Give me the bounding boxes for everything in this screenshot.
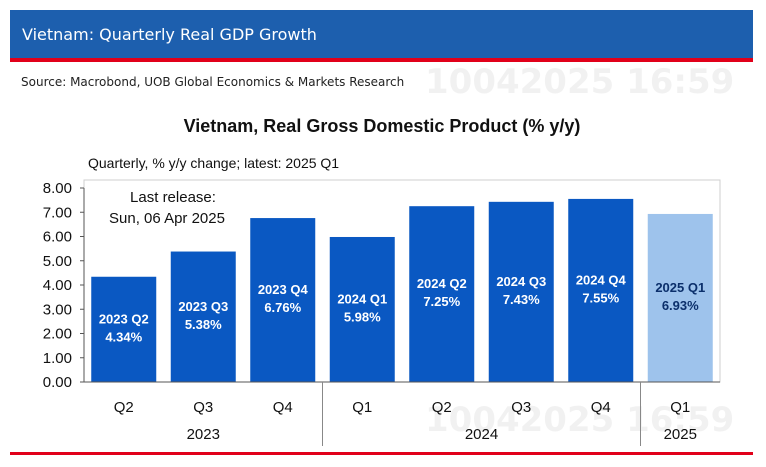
bar [488,201,554,382]
bar-period-label: 2023 Q2 [99,311,149,326]
bar-period-label: 2024 Q4 [576,272,627,287]
chart-title: Vietnam, Real Gross Domestic Product (% … [184,116,581,136]
bar-value-label: 5.98% [344,309,381,324]
bar [250,218,316,382]
bar [409,206,475,382]
x-category-label: Q2 [432,399,452,416]
chart-subtitle: Quarterly, % y/y change; latest: 2025 Q1 [88,155,339,171]
x-year-label: 2024 [465,426,498,443]
source-note: Source: Macrobond, UOB Global Economics … [21,75,405,89]
header-accent-rule [10,58,753,62]
bar-value-label: 6.76% [264,300,301,315]
x-category-label: Q3 [511,399,531,416]
header-banner: Vietnam: Quarterly Real GDP Growth [10,10,753,58]
y-tick-label: 3.00 [43,301,72,318]
bar-period-label: 2023 Q4 [258,282,309,297]
y-tick-label: 6.00 [43,229,72,246]
release-note-line1: Last release: [130,189,216,206]
x-category-label: Q1 [352,399,372,416]
page-title: Vietnam: Quarterly Real GDP Growth [22,25,317,44]
bar-value-label: 4.34% [105,329,142,344]
x-category-label: Q1 [670,399,690,416]
bars: 2023 Q2 4.34% 2023 Q3 5.38% 2023 Q4 6.76% 2024… [91,198,713,382]
footer-accent-rule [10,452,753,455]
y-tick-label: 4.00 [43,277,72,294]
bar [329,236,395,382]
bar-period-label: 2024 Q1 [337,291,387,306]
bar-latest [647,213,713,382]
release-note-line2: Sun, 06 Apr 2025 [109,210,225,227]
x-year-label: 2025 [664,426,697,443]
x-category-label: Q3 [193,399,213,416]
bar-period-label: 2024 Q2 [417,276,467,291]
bar-value-label: 6.93% [662,298,699,313]
y-tick-label: 7.00 [43,204,72,221]
x-axis: Q2 Q3 Q4 Q1 Q2 Q3 Q4 Q1 2023 2024 2025 [84,381,720,446]
bar-value-label: 7.43% [503,292,540,307]
x-year-label: 2023 [187,426,220,443]
y-tick-label: 2.00 [43,326,72,343]
bar-value-label: 7.55% [582,290,619,305]
x-category-label: Q2 [114,399,134,416]
y-tick-label: 0.00 [43,374,72,391]
bar-period-label: 2025 Q1 [655,280,705,295]
bar-value-label: 7.25% [423,294,460,309]
bar [170,251,236,382]
bar [91,276,157,382]
y-axis: 0.00 1.00 2.00 3.00 4.00 5.00 6.00 7.00 8.00 [43,180,85,391]
x-category-label: Q4 [591,399,611,416]
bar-period-label: 2024 Q3 [496,274,546,289]
y-tick-label: 5.00 [43,253,72,270]
x-category-label: Q4 [273,399,293,416]
y-tick-label: 1.00 [43,350,72,367]
bar-period-label: 2023 Q3 [178,299,228,314]
y-tick-label: 8.00 [43,180,72,197]
bar [568,198,634,382]
bar-value-label: 5.38% [185,317,222,332]
